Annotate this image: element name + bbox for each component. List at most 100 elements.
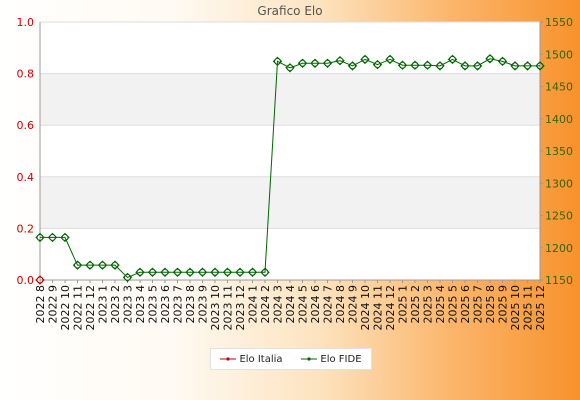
y-right-tick-label: 1550 [545, 16, 573, 29]
data-point-marker-ring [149, 268, 156, 276]
x-tick-label: 2023 4 [134, 285, 147, 324]
x-tick-label: 2023 2 [109, 285, 122, 324]
data-point-marker-ring [324, 59, 331, 67]
x-tick-label: 2024 7 [322, 285, 335, 324]
x-tick-label: 2025 11 [522, 285, 535, 331]
data-point-marker-ring [436, 62, 444, 70]
x-tick-label: 2024 6 [309, 285, 322, 324]
x-tick-label: 2024 11 [372, 285, 385, 331]
y-left-tick-label: 0.2 [17, 222, 35, 235]
data-point-marker-ring [311, 59, 319, 67]
x-tick-label: 2024 5 [297, 285, 310, 324]
x-tick-label: 2023 10 [209, 285, 222, 331]
x-tick-label: 2024 4 [284, 285, 297, 324]
data-point-marker-ring [224, 268, 231, 276]
data-point-marker-ring [361, 55, 369, 63]
data-point-marker-ring [236, 268, 244, 276]
data-point-marker-ring [49, 233, 56, 241]
y-right-tick-label: 1450 [545, 81, 573, 94]
data-point-marker-ring [411, 61, 419, 69]
data-point-marker-ring [286, 64, 294, 72]
data-point-marker-ring [99, 261, 106, 269]
x-tick-label: 2022 10 [59, 285, 72, 331]
data-point-marker-ring [336, 57, 344, 65]
x-tick-label: 2025 10 [509, 285, 522, 331]
y-right-tick-label: 1250 [545, 210, 573, 223]
data-point-marker-ring [36, 233, 44, 241]
x-tick-label: 2025 9 [497, 285, 510, 324]
data-point-marker-ring [499, 57, 506, 65]
x-tick-label: 2025 3 [422, 285, 435, 324]
data-point-marker-ring [399, 61, 406, 69]
data-point-marker-ring [486, 55, 494, 63]
data-point-marker-ring [386, 55, 394, 63]
x-tick-label: 2022 9 [47, 285, 60, 324]
x-tick-label: 2025 7 [472, 285, 485, 324]
data-point-marker-ring [136, 268, 144, 276]
x-tick-label: 2025 4 [434, 285, 447, 324]
legend-label-elo-italia: Elo Italia [239, 353, 283, 365]
x-tick-label: 2023 9 [197, 285, 210, 324]
x-tick-label: 2022 8 [34, 285, 47, 324]
data-point-marker-ring [374, 61, 381, 69]
y-right-tick-label: 1300 [545, 177, 573, 190]
data-point-marker-ring [111, 261, 119, 269]
x-tick-label: 2024 3 [272, 285, 285, 324]
data-point-marker-ring [299, 59, 306, 67]
grid-band [40, 176, 540, 229]
y-left-tick-label: 0.4 [17, 171, 35, 184]
legend-label-elo-fide: Elo FIDE [320, 353, 362, 365]
legend-swatch-elo-fide [301, 357, 318, 361]
y-right-tick-label: 1200 [545, 242, 573, 255]
x-tick-label: 2023 7 [172, 285, 185, 324]
data-point-marker-ring [474, 62, 481, 70]
x-tick-label: 2025 2 [409, 285, 422, 324]
y-left-tick-label: 0.6 [17, 119, 35, 132]
x-tick-label: 2025 12 [534, 285, 547, 331]
data-point-marker-ring [536, 62, 544, 70]
x-tick-label: 2024 1 [247, 285, 260, 324]
data-point-marker-ring [74, 261, 81, 269]
x-tick-label: 2024 9 [347, 285, 360, 324]
data-point-marker-ring [199, 268, 206, 276]
x-tick-label: 2025 8 [484, 285, 497, 324]
data-point-marker-ring [211, 268, 219, 276]
data-point-marker-ring [274, 57, 281, 65]
x-tick-label: 2025 5 [447, 285, 460, 324]
y-right-tick-label: 1500 [545, 48, 573, 61]
x-tick-label: 2023 11 [222, 285, 235, 331]
legend-swatch-elo-italia [220, 357, 237, 361]
data-point-marker-ring [61, 233, 69, 241]
x-tick-label: 2024 2 [259, 285, 272, 324]
legend-item-elo-italia: Elo Italia [220, 353, 283, 365]
x-tick-label: 2023 5 [147, 285, 160, 324]
x-tick-label: 2024 8 [334, 285, 347, 324]
x-tick-label: 2024 10 [359, 285, 372, 331]
data-point-marker-ring [424, 61, 431, 69]
x-tick-label: 2022 12 [84, 285, 97, 331]
series-line-1 [40, 58, 540, 279]
x-tick-label: 2023 6 [159, 285, 172, 324]
data-point-marker-ring [174, 268, 181, 276]
data-point-marker-ring [511, 62, 519, 70]
x-tick-label: 2023 3 [122, 285, 135, 324]
plot-background [40, 22, 540, 280]
y-left-tick-label: 0.0 [17, 274, 35, 287]
data-point-marker-ring [249, 268, 256, 276]
data-point-marker-ring [524, 62, 531, 70]
data-point-marker-ring [186, 268, 194, 276]
x-tick-label: 2023 8 [184, 285, 197, 324]
x-tick-label: 2025 6 [459, 285, 472, 324]
y-left-tick-label: 0.8 [17, 68, 35, 81]
x-tick-label: 2025 1 [397, 285, 410, 324]
data-point-marker-ring [161, 268, 169, 276]
x-tick-label: 2022 11 [72, 285, 85, 331]
y-right-tick-label: 1150 [545, 274, 573, 287]
data-point-marker-ring [261, 268, 269, 276]
grid-band [40, 73, 540, 126]
data-point-marker-ring [449, 55, 456, 63]
data-point-marker-ring [461, 62, 469, 70]
data-point-marker-ring [349, 62, 356, 70]
x-tick-label: 2023 1 [97, 285, 110, 324]
